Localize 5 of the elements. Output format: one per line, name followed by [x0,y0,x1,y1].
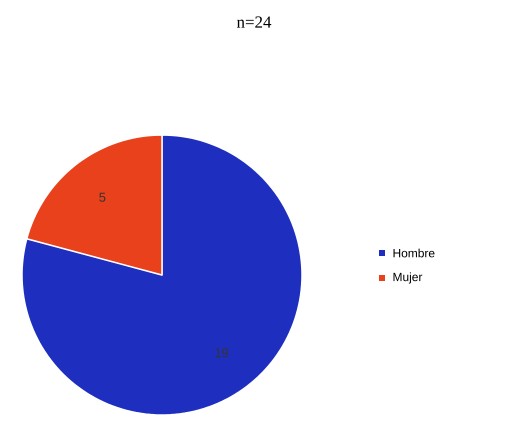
data-label: 5 [99,192,106,202]
legend-label: Mujer [394,272,422,284]
chart-title: n=24 [236,16,272,28]
data-label: 19 [215,348,228,358]
legend-label: Hombre [394,248,434,258]
